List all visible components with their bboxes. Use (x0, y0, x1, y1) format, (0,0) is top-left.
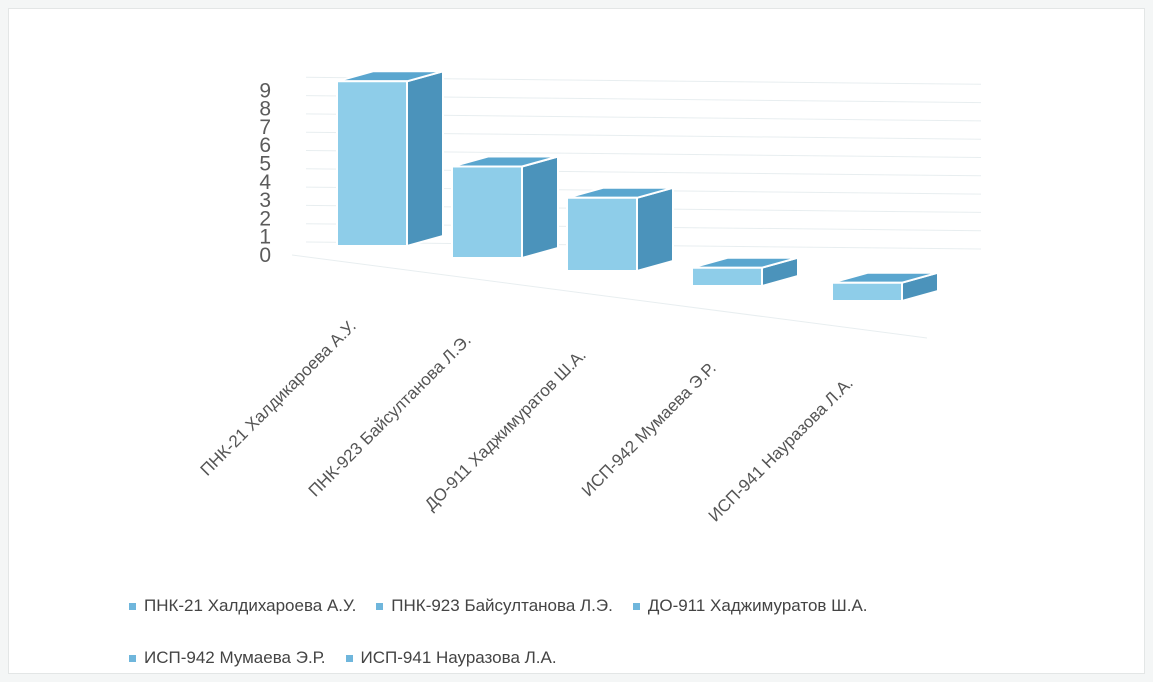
bar (831, 271, 939, 302)
bar-front (336, 80, 408, 247)
y-tick-label: 4 (259, 171, 271, 194)
legend-swatch (345, 654, 353, 662)
y-tick-label: 5 (259, 153, 271, 176)
legend-swatch (376, 602, 384, 610)
legend-label: ДО-911 Хаджимуратов Ш.А. (647, 596, 868, 615)
legend-item: ПНК-923 Байсултанова Л.Э. (376, 596, 613, 616)
bar-front (566, 196, 638, 272)
y-tick-label: 6 (259, 134, 271, 157)
y-tick-label: 9 (259, 79, 271, 102)
bar (691, 256, 799, 287)
x-tick-label: ИСП-942 Мумаева Э.Р. (578, 358, 720, 500)
legend-item: ИСП-941 Науразова Л.А. (345, 648, 557, 668)
legend-label: ПНК-923 Байсултанова Л.Э. (391, 596, 613, 615)
bar-front (831, 281, 903, 302)
legend-swatch (129, 602, 136, 610)
bar-front (691, 266, 763, 287)
legend: ПНК-21 Халдихароева А.У. ПНК-923 Байсулта… (129, 596, 1089, 668)
legend-item: ИСП-942 Мумаева Э.Р. (129, 648, 326, 668)
x-axis-labels: ПНК-21 Халдикароева А.У.ПНК-923 Байсулта… (197, 316, 857, 525)
y-tick-label: 0 (259, 244, 271, 267)
bar (336, 70, 444, 247)
y-tick-label: 7 (259, 116, 271, 139)
y-tick-label: 8 (259, 98, 271, 121)
legend-item: ДО-911 Хаджимуратов Ш.А. (632, 596, 868, 616)
legend-item: ПНК-21 Халдихароева А.У. (129, 596, 356, 616)
bar-side (521, 155, 559, 259)
legend-label: ПНК-21 Халдихароева А.У. (144, 596, 357, 615)
bar-side (636, 186, 674, 272)
x-tick-label: ИСП-941 Науразова Л.А. (705, 373, 857, 525)
legend-label: ИСП-941 Науразова Л.А. (360, 648, 557, 667)
bar-side (406, 70, 444, 247)
y-tick-label: 2 (259, 207, 271, 230)
y-tick-label: 3 (259, 189, 271, 212)
bars (336, 70, 939, 302)
legend-swatch (129, 654, 136, 662)
legend-label: ИСП-942 Мумаева Э.Р. (144, 648, 326, 667)
bar (451, 155, 559, 259)
bar (566, 186, 674, 272)
legend-swatch (632, 602, 640, 610)
y-tick-label: 1 (259, 226, 271, 249)
floor-edge (291, 254, 928, 339)
bar-front (451, 165, 523, 259)
